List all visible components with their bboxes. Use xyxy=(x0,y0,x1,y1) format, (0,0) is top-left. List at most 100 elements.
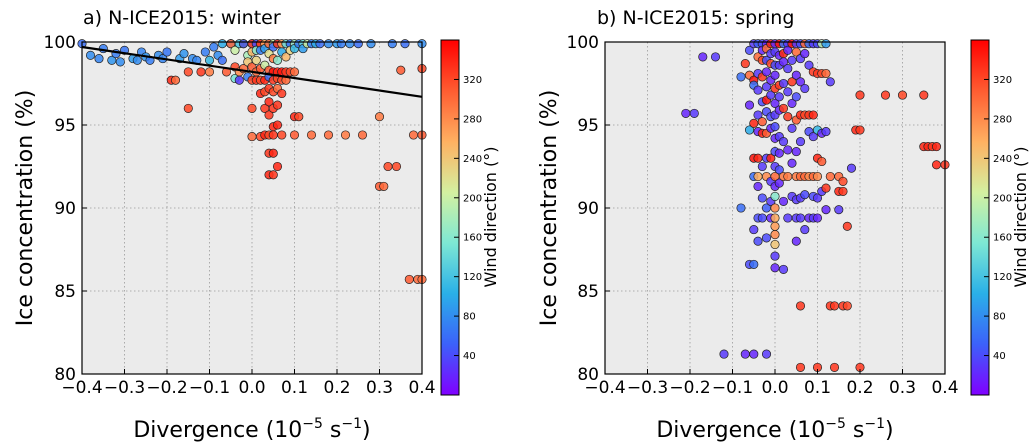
scatter-point xyxy=(162,47,172,57)
scatter-point xyxy=(400,39,410,49)
scatter-point xyxy=(264,110,274,120)
x-axis-label-unit: s xyxy=(323,418,341,443)
scatter-point xyxy=(740,59,750,69)
scatter-point xyxy=(829,301,840,311)
scatter-point xyxy=(804,60,814,70)
x-axis-label-exp: −5 xyxy=(302,416,323,432)
x-axis-label-close: ) xyxy=(885,418,894,443)
scatter-point xyxy=(217,55,227,65)
scatter-point xyxy=(757,193,767,203)
scatter-point xyxy=(277,88,287,99)
scatter-point xyxy=(808,110,818,120)
colorbar-tick-label: 160 xyxy=(463,233,482,244)
scatter-point xyxy=(761,82,772,92)
scatter-point xyxy=(821,127,831,137)
scatter-point xyxy=(383,161,393,172)
y-tick-label: 95 xyxy=(577,116,599,136)
y-tick-label: 100 xyxy=(44,33,76,53)
colorbar-tick-label: 160 xyxy=(993,233,1012,244)
scatter-point xyxy=(855,90,865,100)
scatter-point xyxy=(770,191,780,201)
scatter-point xyxy=(306,130,317,140)
scatter-point xyxy=(85,50,96,60)
scatter-point xyxy=(357,130,368,140)
scatter-point xyxy=(766,90,776,100)
scatter-point xyxy=(791,92,801,102)
scatter-point xyxy=(778,78,789,89)
scatter-point xyxy=(808,132,818,142)
scatter-point xyxy=(94,54,104,64)
scatter-point xyxy=(272,120,283,130)
x-tick-label: −0.4 xyxy=(584,378,625,398)
scatter-point xyxy=(770,251,780,261)
scatter-point xyxy=(391,161,402,172)
scatter-point xyxy=(817,156,827,167)
x-tick-label: 0.2 xyxy=(323,378,350,398)
scatter-point xyxy=(774,165,784,175)
panel-b-title: b) N-ICE2015: spring xyxy=(597,7,794,29)
scatter-point xyxy=(294,112,304,122)
scatter-point xyxy=(842,301,852,311)
x-tick-label: −0.2 xyxy=(669,378,710,398)
scatter-point xyxy=(268,130,278,140)
scatter-point xyxy=(761,233,772,243)
scatter-point xyxy=(778,196,789,206)
scatter-point xyxy=(821,39,831,49)
x-tick-label: 0.2 xyxy=(846,378,873,398)
scatter-point xyxy=(821,68,831,79)
scatter-point xyxy=(753,153,763,163)
x-axis-label-close: ) xyxy=(362,418,371,443)
scatter-point xyxy=(795,301,806,311)
x-tick-label: −0.1 xyxy=(712,378,753,398)
scatter-point xyxy=(787,55,797,65)
scatter-point xyxy=(821,205,831,215)
scatter-point xyxy=(209,42,219,52)
scatter-point xyxy=(931,142,942,152)
scatter-point xyxy=(791,47,801,57)
scatter-point xyxy=(749,349,759,359)
scatter-point xyxy=(770,239,780,250)
regression-line xyxy=(81,45,423,98)
colorbar-tick-label: 120 xyxy=(993,272,1012,283)
x-ticks-spring: −0.4 −0.3 −0.2 −0.1 0.0 0.1 0.2 0.3 0.4 xyxy=(584,369,959,398)
scatter-point xyxy=(272,55,283,65)
scatter-point xyxy=(778,103,789,113)
x-tick-label: −0.2 xyxy=(146,378,187,398)
scatter-point xyxy=(268,148,278,158)
scatter-point xyxy=(710,52,721,62)
scatter-point xyxy=(749,118,759,128)
y-tick-label: 80 xyxy=(577,365,599,385)
scatter-point xyxy=(238,39,249,49)
scatter-point xyxy=(787,123,797,133)
y-tick-label: 95 xyxy=(54,116,76,136)
scatter-point xyxy=(379,181,389,191)
scatter-point xyxy=(336,39,346,49)
x-tick-label: 0.0 xyxy=(238,378,265,398)
scatter-point xyxy=(281,52,291,62)
scatter-point xyxy=(736,203,746,213)
scatter-point xyxy=(761,349,772,359)
colorbar-tick-label: 200 xyxy=(993,193,1012,204)
scatter-point xyxy=(783,112,793,122)
scatter-point xyxy=(783,87,793,97)
scatter-point xyxy=(770,203,780,213)
grid-winter xyxy=(82,42,422,374)
scatter-point xyxy=(753,171,763,182)
scatter-point xyxy=(778,57,789,67)
x-axis-label-exp2: −1 xyxy=(341,416,362,432)
y-tick-label: 90 xyxy=(54,199,76,219)
x-axis-label-main: Divergence (10 xyxy=(656,418,825,443)
scatter-point xyxy=(340,130,351,140)
scatter-point xyxy=(783,64,793,74)
scatter-point xyxy=(770,98,780,108)
y-tick-label: 85 xyxy=(54,282,76,302)
scatter-point xyxy=(787,158,797,168)
y-ticks-spring: 80 85 90 95 100 xyxy=(567,33,610,385)
colorbar-tick-label: 200 xyxy=(463,193,482,204)
scatter-point xyxy=(387,39,397,49)
scatter-point xyxy=(234,75,244,85)
colorbar-label-spring: Wind direction (°) xyxy=(1011,147,1030,288)
scatter-point xyxy=(183,103,193,113)
scatter-point xyxy=(247,103,257,113)
